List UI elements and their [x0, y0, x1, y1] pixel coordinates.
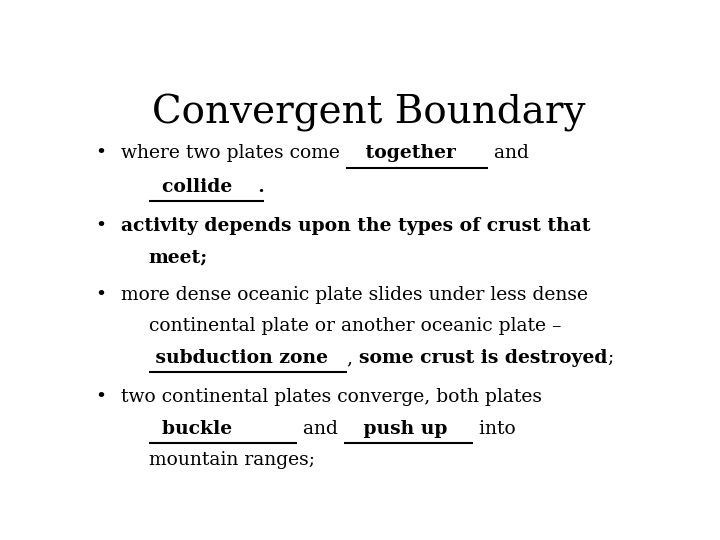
- Text: buckle: buckle: [148, 420, 297, 438]
- Text: some crust is destroyed: some crust is destroyed: [359, 349, 608, 367]
- Text: mountain ranges;: mountain ranges;: [148, 451, 315, 469]
- Text: ,: ,: [347, 349, 359, 367]
- Text: into: into: [473, 420, 516, 438]
- Text: more dense oceanic plate slides under less dense: more dense oceanic plate slides under le…: [121, 286, 588, 303]
- Text: subduction zone: subduction zone: [148, 349, 347, 367]
- Text: two continental plates converge, both plates: two continental plates converge, both pl…: [121, 388, 541, 407]
- Text: •: •: [96, 286, 107, 303]
- Text: continental plate or another oceanic plate –: continental plate or another oceanic pla…: [148, 317, 561, 335]
- Text: •: •: [96, 144, 107, 163]
- Text: together: together: [346, 144, 488, 163]
- Text: ;: ;: [608, 349, 614, 367]
- Text: and: and: [297, 420, 343, 438]
- Text: collide    .: collide .: [148, 178, 264, 195]
- Text: where two plates come: where two plates come: [121, 144, 346, 163]
- Text: Convergent Boundary: Convergent Boundary: [152, 94, 586, 132]
- Text: activity depends upon the types of crust that: activity depends upon the types of crust…: [121, 217, 590, 235]
- Text: •: •: [96, 388, 107, 407]
- Text: meet;: meet;: [148, 248, 208, 266]
- Text: •: •: [96, 217, 107, 235]
- Text: and: and: [488, 144, 528, 163]
- Text: push up: push up: [343, 420, 473, 438]
